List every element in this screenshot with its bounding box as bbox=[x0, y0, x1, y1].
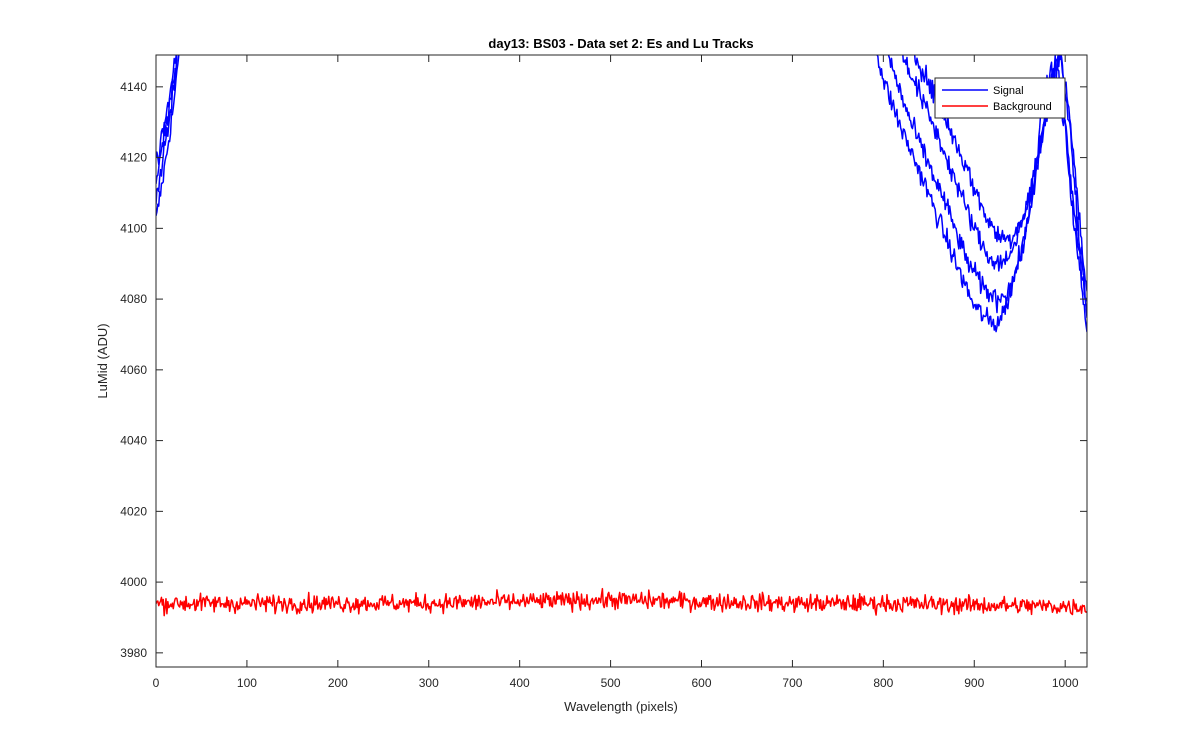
series-line-signal-2 bbox=[156, 55, 1087, 319]
x-tick-label: 0 bbox=[153, 676, 160, 690]
legend-label-signal: Signal bbox=[993, 85, 1024, 97]
plot-box bbox=[155, 54, 1088, 668]
x-tick-label: 200 bbox=[328, 676, 348, 690]
y-tick-label: 4020 bbox=[120, 504, 147, 518]
x-tick-label: 900 bbox=[964, 676, 984, 690]
y-tick-label: 4120 bbox=[120, 151, 147, 165]
series-layer bbox=[156, 55, 1087, 617]
y-tick-label: 4000 bbox=[120, 575, 147, 589]
series-line-background-1 bbox=[156, 587, 1087, 617]
series-line-signal-1 bbox=[156, 55, 1087, 333]
legend-box bbox=[934, 77, 1066, 119]
x-tick-label: 700 bbox=[782, 676, 802, 690]
ticks-layer: 0 100 200 300 400 500 600 700 800 900 1000 3980 4000… bbox=[120, 55, 1087, 690]
y-tick-label: 4100 bbox=[120, 221, 147, 235]
plot-area bbox=[156, 55, 1087, 667]
y-tick-label: 3980 bbox=[120, 646, 147, 660]
y-tick-label: 4140 bbox=[120, 80, 147, 94]
x-tick-label: 800 bbox=[873, 676, 893, 690]
x-tick-label: 400 bbox=[510, 676, 530, 690]
y-axis-label: LuMid (ADU) bbox=[95, 323, 110, 398]
x-tick-label: 300 bbox=[419, 676, 439, 690]
x-tick-label: 1000 bbox=[1052, 676, 1079, 690]
legend-label-background: Background bbox=[993, 101, 1052, 113]
y-tick-label: 4040 bbox=[120, 434, 147, 448]
y-tick-label: 4080 bbox=[120, 292, 147, 306]
x-tick-label: 100 bbox=[237, 676, 257, 690]
x-tick-label: 600 bbox=[691, 676, 711, 690]
series-line-signal-4 bbox=[156, 55, 1087, 292]
legend: Signal Background bbox=[934, 77, 1066, 119]
y-tick-label: 4060 bbox=[120, 363, 147, 377]
x-axis-label: Wavelength (pixels) bbox=[564, 699, 678, 714]
x-tick-label: 500 bbox=[601, 676, 621, 690]
series-line-signal-3 bbox=[156, 55, 1087, 302]
chart-title: day13: BS03 - Data set 2: Es and Lu Trac… bbox=[488, 36, 753, 51]
